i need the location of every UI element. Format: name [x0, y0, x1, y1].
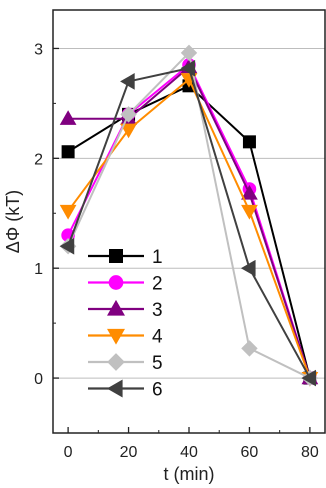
y-tick-label: 2: [34, 151, 43, 168]
series-line: [67, 63, 311, 379]
legend-marker: [107, 353, 125, 371]
legend-label: 6: [152, 380, 163, 401]
y-tick-label: 1: [34, 261, 43, 278]
data-point: [241, 340, 258, 357]
data-point: [61, 145, 75, 159]
x-tick-label: 0: [64, 444, 73, 461]
x-tick-label: 60: [241, 444, 259, 461]
x-tick-label: 40: [180, 444, 198, 461]
x-axis-title: t (min): [164, 464, 215, 484]
series-lines: [59, 44, 319, 387]
data-point: [180, 59, 196, 77]
series-1: [61, 79, 317, 385]
series-6: [59, 59, 317, 387]
y-axis-title: ΔΦ (kT): [3, 190, 23, 253]
legend-item-2: 2: [88, 274, 163, 295]
series-line: [67, 78, 311, 379]
legend-marker: [109, 249, 123, 263]
data-point: [241, 204, 258, 220]
data-point: [241, 184, 258, 200]
legend-marker: [107, 328, 125, 345]
legend-item-4: 4: [88, 327, 163, 348]
series-line: [67, 84, 311, 379]
axis-ticks: 0 1 2 3 0 20 40 60 80: [34, 41, 319, 461]
legend-item-6: 6: [88, 380, 163, 401]
legend-label: 2: [152, 274, 163, 295]
data-point: [120, 106, 137, 123]
legend-label: 3: [152, 300, 163, 321]
legend-marker: [108, 275, 124, 290]
data-point: [120, 123, 137, 139]
data-point: [240, 259, 256, 277]
data-point: [301, 369, 317, 387]
legend-label: 4: [152, 327, 163, 348]
y-tick-label: 3: [34, 41, 43, 58]
data-point: [180, 44, 198, 62]
series-line: [68, 66, 311, 379]
series-line: [67, 51, 311, 379]
legend-marker: [106, 379, 123, 398]
data-point: [242, 135, 256, 149]
legend-item-5: 5: [88, 353, 163, 374]
legend-label: 5: [152, 353, 163, 374]
y-tick-label: 0: [34, 371, 43, 388]
data-point: [120, 73, 135, 90]
data-point: [59, 237, 75, 255]
x-tick-label: 20: [120, 444, 138, 461]
x-tick-label: 80: [301, 444, 319, 461]
data-point: [59, 204, 77, 220]
grid-lines: [53, 47, 325, 379]
data-point: [59, 110, 77, 125]
legend-marker: [107, 299, 125, 316]
series-line: [67, 67, 311, 379]
legend-item-3: 3: [88, 299, 163, 321]
legend-label: 1: [152, 247, 163, 268]
series-4: [59, 73, 319, 387]
legend-item-1: 1: [88, 247, 163, 268]
legend: 1 2 3 4 5 6: [88, 247, 163, 401]
